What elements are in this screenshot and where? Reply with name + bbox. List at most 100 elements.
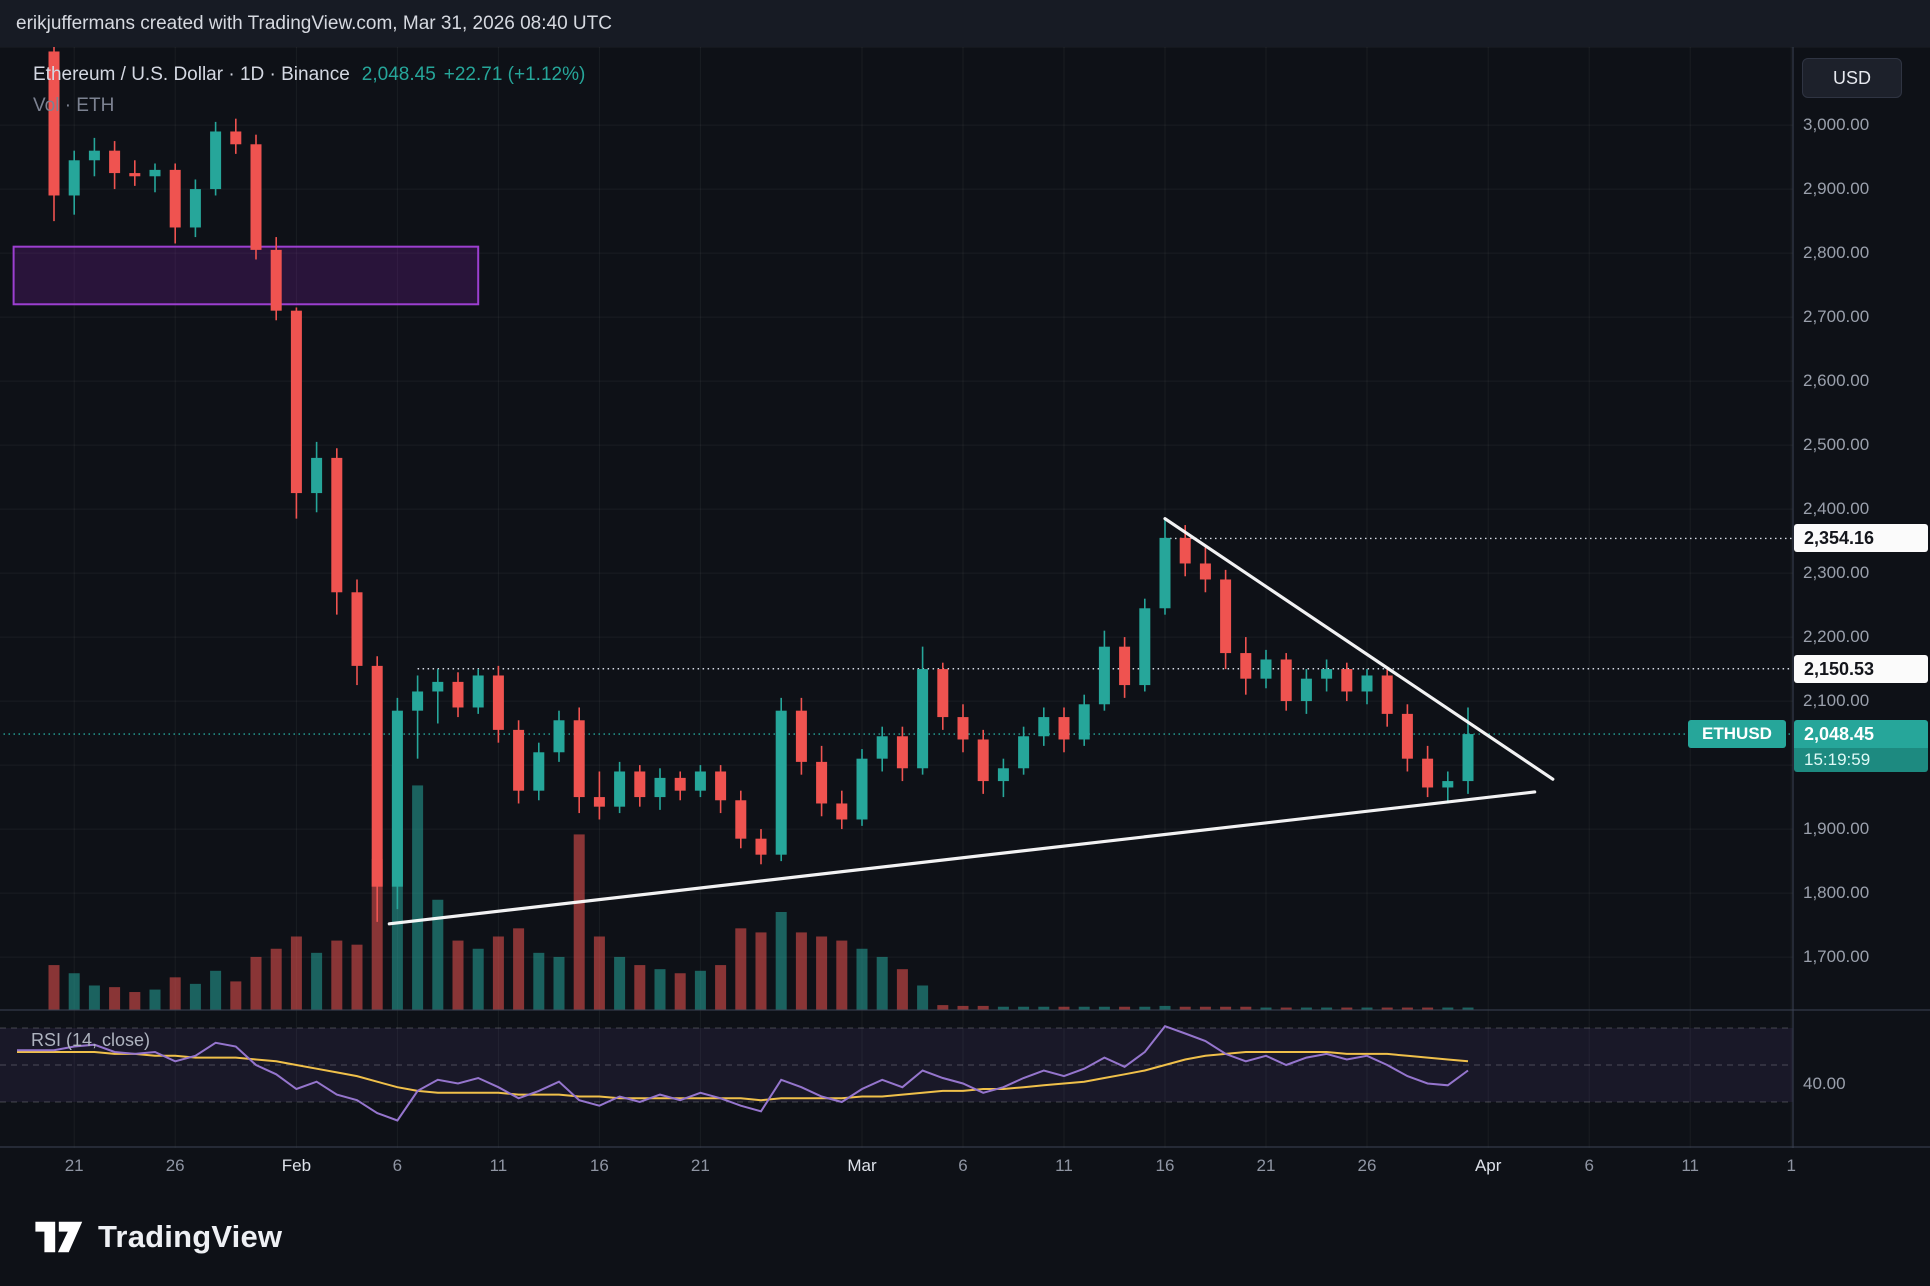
volume-bar <box>1280 1007 1292 1010</box>
volume-bar <box>452 940 464 1010</box>
volume-bar <box>896 969 908 1010</box>
volume-bar <box>210 970 222 1010</box>
volume-bar <box>816 936 828 1010</box>
price-axis-label: 2,500.00 <box>1803 435 1870 455</box>
candle <box>1381 675 1393 714</box>
volume-bar <box>1018 1006 1030 1010</box>
price-axis-label: 2,800.00 <box>1803 243 1870 263</box>
candle <box>290 310 302 494</box>
volume-bar <box>88 985 100 1010</box>
price-axis-label: 2,600.00 <box>1803 371 1870 391</box>
candle <box>1442 781 1454 788</box>
volume-bar <box>1078 1006 1090 1010</box>
candle <box>68 160 80 196</box>
price-axis[interactable]: USD 2,354.16 2,150.53 2,048.45 15:19:59 … <box>1793 0 1930 1148</box>
candle <box>573 720 585 798</box>
candle <box>1401 713 1413 759</box>
time-axis-label: 1 <box>1786 1156 1796 1175</box>
candle <box>1179 537 1191 564</box>
price-axis-label: 1,700.00 <box>1803 947 1870 967</box>
symbol-title[interactable]: Ethereum / U.S. Dollar · 1D · Binance <box>33 64 350 85</box>
time-axis[interactable]: 21 26 Feb 6 11 16 21 Mar 6 11 16 21 26 Apr 6 11 1 <box>0 1148 1930 1192</box>
candle <box>1058 717 1070 740</box>
time-axis-label: 6 <box>392 1156 403 1175</box>
volume-bar <box>149 989 161 1010</box>
time-axis-label: 21 <box>64 1156 84 1175</box>
volume-bar <box>957 1005 969 1010</box>
volume-bar <box>1422 1007 1434 1010</box>
price-axis-label: 3,000.00 <box>1803 115 1870 135</box>
volume-bar <box>1159 1005 1171 1010</box>
candle <box>816 761 828 804</box>
candle <box>937 669 949 718</box>
volume-bar <box>311 952 323 1010</box>
volume-bar <box>836 940 848 1010</box>
candle <box>1078 704 1090 740</box>
price-axis-label: 2,700.00 <box>1803 307 1870 327</box>
candle <box>129 173 141 177</box>
candle <box>997 768 1009 782</box>
rsi-indicator-label[interactable]: RSI (14, close) <box>31 1030 151 1050</box>
volume-bar <box>795 932 807 1010</box>
price-axis-label: 2,300.00 <box>1803 563 1870 583</box>
rsi-axis-label: 40.00 <box>1803 1073 1846 1093</box>
candle <box>1098 646 1110 705</box>
candle <box>311 457 323 494</box>
volume-bar <box>432 899 444 1010</box>
volume-bar <box>169 977 181 1010</box>
volume-bar <box>331 940 343 1010</box>
last-price-tag: 2,048.45 15:19:59 <box>1794 720 1928 773</box>
volume-bar <box>250 956 262 1010</box>
volume-bar <box>1119 1006 1131 1010</box>
volume-bar <box>1361 1007 1373 1010</box>
price-axis-label: 2,400.00 <box>1803 499 1870 519</box>
candle <box>715 771 727 801</box>
volume-bar <box>1381 1007 1393 1010</box>
candle <box>1220 579 1232 654</box>
volume-bar <box>553 956 565 1010</box>
volume-bar <box>472 948 484 1010</box>
time-axis-label: 11 <box>1055 1156 1073 1175</box>
volume-bar <box>109 987 121 1010</box>
tradingview-logo[interactable]: TradingView <box>30 1216 282 1258</box>
candle <box>371 665 383 887</box>
candle <box>210 131 222 190</box>
time-axis-label: 21 <box>1256 1156 1276 1175</box>
volume-bar <box>876 956 888 1010</box>
volume-bar <box>68 973 80 1010</box>
volume-bar <box>1098 1006 1110 1010</box>
candle <box>694 771 706 791</box>
volume-bar <box>997 1006 1009 1010</box>
candle <box>533 752 545 791</box>
volume-bar <box>1240 1006 1252 1010</box>
candle <box>1462 734 1474 782</box>
volume-bar <box>1442 1007 1454 1010</box>
last-price-value: 2,048.45 <box>1794 720 1928 749</box>
bar-close-countdown: 15:19:59 <box>1794 748 1928 773</box>
volume-bar <box>533 952 545 1010</box>
price-tag-resistance: 2,354.16 <box>1794 524 1928 553</box>
volume-bar <box>1341 1007 1353 1010</box>
volume-bar <box>937 1005 949 1010</box>
volume-bar <box>634 965 646 1010</box>
candle <box>432 681 444 692</box>
time-axis-label: 16 <box>1155 1156 1175 1175</box>
volume-bar <box>1058 1006 1070 1010</box>
currency-toggle-button[interactable]: USD <box>1802 58 1902 98</box>
candle <box>1119 646 1131 686</box>
volume-bar <box>290 936 302 1010</box>
volume-indicator-label[interactable]: Vol · ETH <box>33 95 115 116</box>
candlestick-chart-canvas[interactable] <box>0 0 1930 1148</box>
candle <box>634 771 646 798</box>
volume-bar <box>694 970 706 1010</box>
candle <box>412 691 424 711</box>
volume-bar <box>351 944 363 1010</box>
candle <box>189 189 201 228</box>
volume-bar <box>1199 1006 1211 1010</box>
volume-bar <box>614 956 626 1010</box>
volume-bar <box>1220 1006 1232 1010</box>
descending-resistance-trendline <box>1163 517 1555 781</box>
candle <box>735 800 747 839</box>
volume-bar <box>755 932 767 1010</box>
volume-bar <box>129 992 141 1010</box>
